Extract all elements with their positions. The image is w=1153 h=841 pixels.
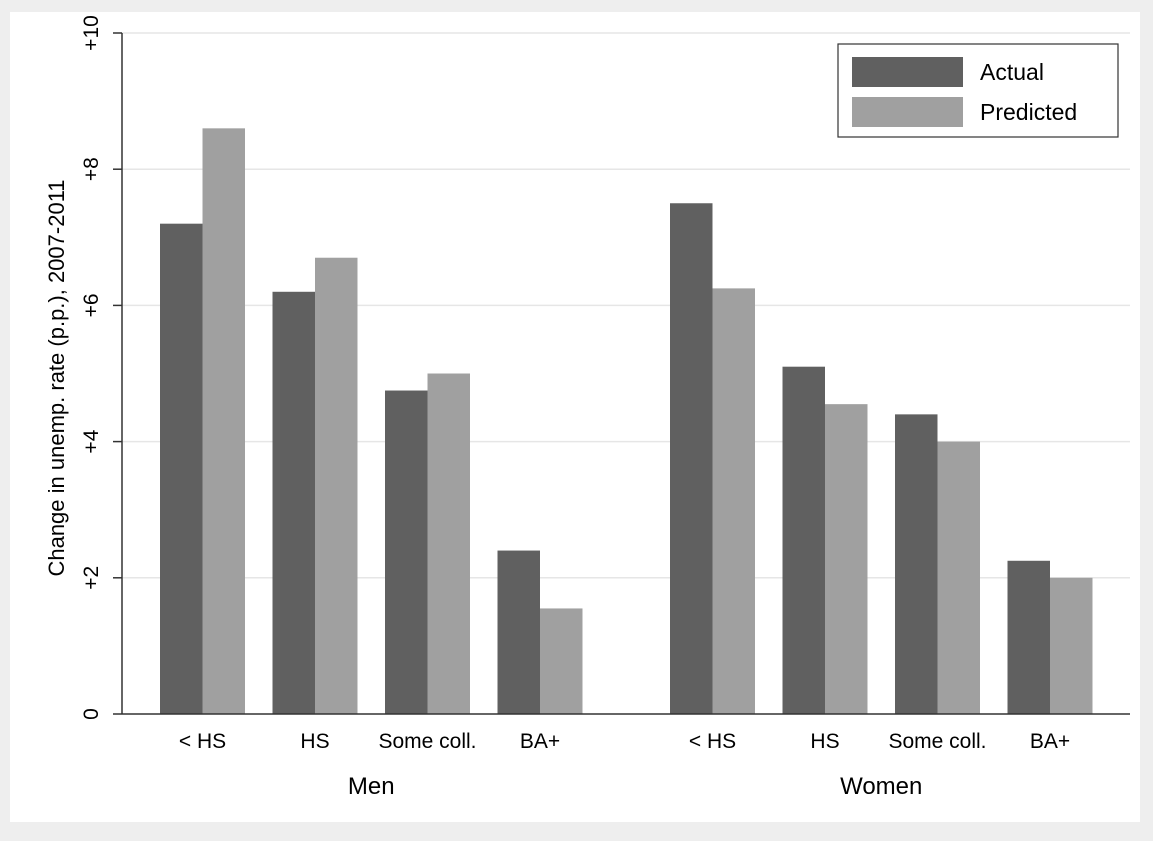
x-group-label: Women [840,773,922,800]
y-tick-label: +8 [80,157,103,181]
bar-actual [670,203,713,714]
bar-actual [782,366,825,714]
y-tick-label: +6 [80,293,103,317]
x-category-label: BA+ [520,730,560,753]
bar-predicted [427,373,470,714]
x-category-label: HS [300,730,329,753]
legend: Actual Predicted [837,43,1119,138]
bar-predicted [540,608,583,714]
x-category-label: < HS [179,730,226,753]
x-category-label: < HS [689,730,736,753]
legend-label: Predicted [980,99,1077,125]
bar-predicted [315,257,358,714]
y-tick-label: +2 [80,566,103,590]
legend-swatch [852,97,963,127]
bar-actual [160,223,203,714]
x-category-label: Some coll. [888,730,986,753]
bars-layer [160,128,1093,715]
x-category-label: Some coll. [378,730,476,753]
y-tick-label: 0 [80,708,103,720]
x-category-label: HS [810,730,839,753]
y-tick-label: +4 [80,429,103,453]
bar-predicted [202,128,245,715]
bar-actual [895,414,938,714]
bar-actual [272,291,315,714]
x-group-label: Men [348,773,395,800]
bar-actual [385,390,428,714]
bar-actual [1007,560,1050,714]
bar-predicted [1050,577,1093,714]
bar-predicted [937,441,980,714]
y-axis-title: Change in unemp. rate (p.p.), 2007-2011 [44,179,69,576]
axes-layer: 0 +2 +4 +6 +8 +10 < HS HS Some coll. BA+ Men < HS HS… [80,15,1130,800]
bar-predicted [712,288,755,714]
bar-predicted [825,404,868,714]
y-tick-label: +10 [80,15,103,51]
legend-label: Actual [980,59,1044,85]
x-category-label: BA+ [1030,730,1070,753]
bar-actual [497,550,540,714]
legend-swatch [852,57,963,87]
